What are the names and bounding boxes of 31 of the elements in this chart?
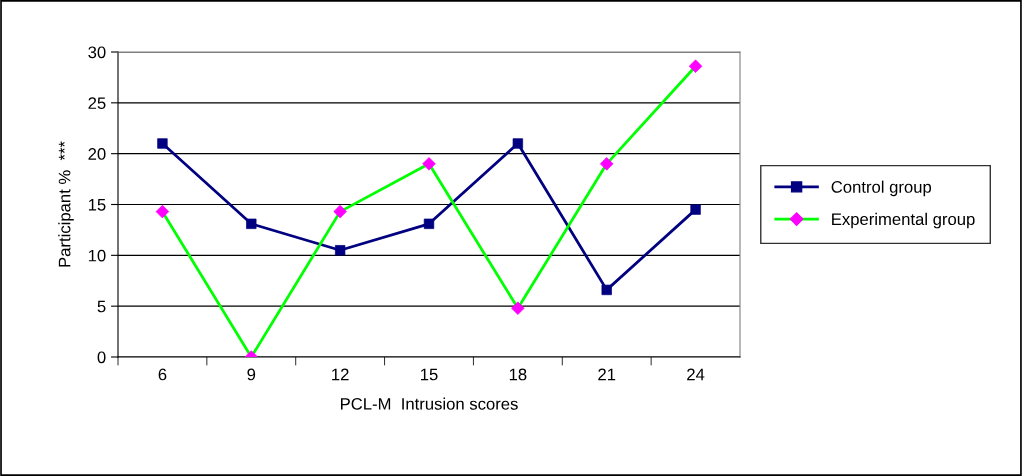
y-tick-label: 25 — [88, 97, 106, 110]
x-tick-label: 15 — [421, 368, 438, 381]
y-tick-label: 0 — [97, 351, 106, 364]
x-tick-label: 21 — [598, 368, 616, 381]
point — [157, 138, 168, 149]
y-tick-label: 10 — [88, 249, 106, 262]
x-axis-title: PCL-M Intrusion scores — [340, 397, 518, 410]
point — [155, 204, 170, 219]
x-tick-label: 9 — [247, 368, 256, 381]
point — [688, 59, 703, 73]
x-tick-label: 24 — [687, 368, 705, 381]
y-tick-label: 20 — [88, 148, 106, 160]
point — [600, 157, 614, 171]
x-tick-label: 12 — [332, 368, 349, 381]
y-tick-label: 15 — [88, 199, 106, 211]
x-tick-label: 6 — [158, 368, 167, 381]
legend-label: Experimental group — [832, 212, 975, 229]
legend-label: Control group — [831, 180, 932, 197]
y-axis-title: Participant % *** — [58, 141, 74, 267]
point — [601, 284, 612, 296]
point — [511, 301, 525, 315]
point — [246, 218, 257, 229]
point — [512, 138, 524, 149]
point — [423, 218, 435, 229]
point — [422, 157, 436, 171]
y-tick-label: 30 — [88, 46, 106, 59]
point — [333, 204, 347, 219]
x-tick-label: 18 — [509, 368, 527, 381]
point — [334, 245, 346, 256]
y-tick-label: 5 — [97, 300, 106, 313]
point — [690, 204, 701, 215]
